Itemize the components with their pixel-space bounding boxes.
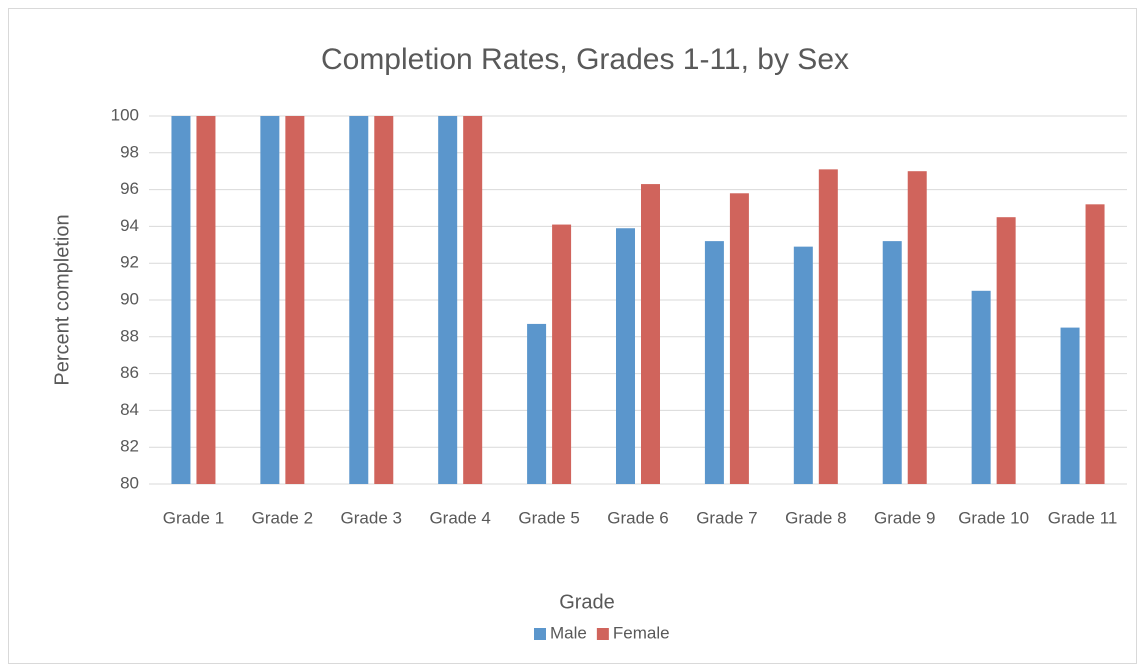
bar xyxy=(285,116,305,484)
bar xyxy=(729,193,749,484)
bar xyxy=(196,116,216,484)
x-tick-label: Grade 5 xyxy=(518,508,579,527)
x-tick-label: Grade 4 xyxy=(429,508,490,527)
legend-label: Female xyxy=(613,623,670,642)
y-tick-label: 100 xyxy=(111,105,139,124)
y-tick-label: 80 xyxy=(120,473,139,492)
y-tick-label: 86 xyxy=(120,363,139,382)
bar xyxy=(527,323,547,484)
bar xyxy=(1060,327,1080,484)
x-tick-label: Grade 7 xyxy=(696,508,757,527)
chart-title: Completion Rates, Grades 1-11, by Sex xyxy=(321,43,849,76)
x-tick-label: Grade 1 xyxy=(163,508,224,527)
bar xyxy=(616,228,635,484)
bar xyxy=(793,246,813,484)
x-tick-label: Grade 11 xyxy=(1048,508,1118,527)
bar xyxy=(818,169,838,485)
bar xyxy=(641,184,660,484)
x-tick-label: Grade 2 xyxy=(252,508,313,527)
legend-label: Male xyxy=(550,623,587,642)
y-tick-label: 98 xyxy=(120,142,139,161)
x-tick-label: Grade 3 xyxy=(341,508,402,527)
bar xyxy=(907,171,927,484)
legend-swatch xyxy=(596,628,609,640)
bar xyxy=(552,224,572,484)
bar xyxy=(971,290,991,484)
y-tick-label: 84 xyxy=(120,400,139,419)
bar xyxy=(171,116,191,484)
x-tick-label: Grade 6 xyxy=(607,508,668,527)
bar xyxy=(463,116,483,484)
y-tick-label: 92 xyxy=(120,253,139,272)
legend-swatch xyxy=(534,628,546,640)
y-tick-label: 82 xyxy=(120,437,139,456)
bar xyxy=(260,116,280,484)
y-axis-title: Percent completion xyxy=(51,214,73,385)
x-tick-label: Grade 8 xyxy=(785,508,846,527)
bar xyxy=(374,116,394,484)
x-tick-label: Grade 10 xyxy=(958,508,1029,527)
bar xyxy=(438,116,458,484)
bar xyxy=(1085,204,1105,484)
y-tick-label: 94 xyxy=(120,216,139,235)
bar xyxy=(349,116,369,484)
y-tick-label: 88 xyxy=(120,326,139,345)
bar xyxy=(704,241,724,484)
y-tick-label: 96 xyxy=(120,179,139,198)
bar xyxy=(882,241,902,484)
bar xyxy=(996,217,1016,484)
y-tick-label: 90 xyxy=(120,289,139,308)
x-tick-label: Grade 9 xyxy=(874,508,935,527)
x-axis-title: Grade xyxy=(559,591,615,613)
